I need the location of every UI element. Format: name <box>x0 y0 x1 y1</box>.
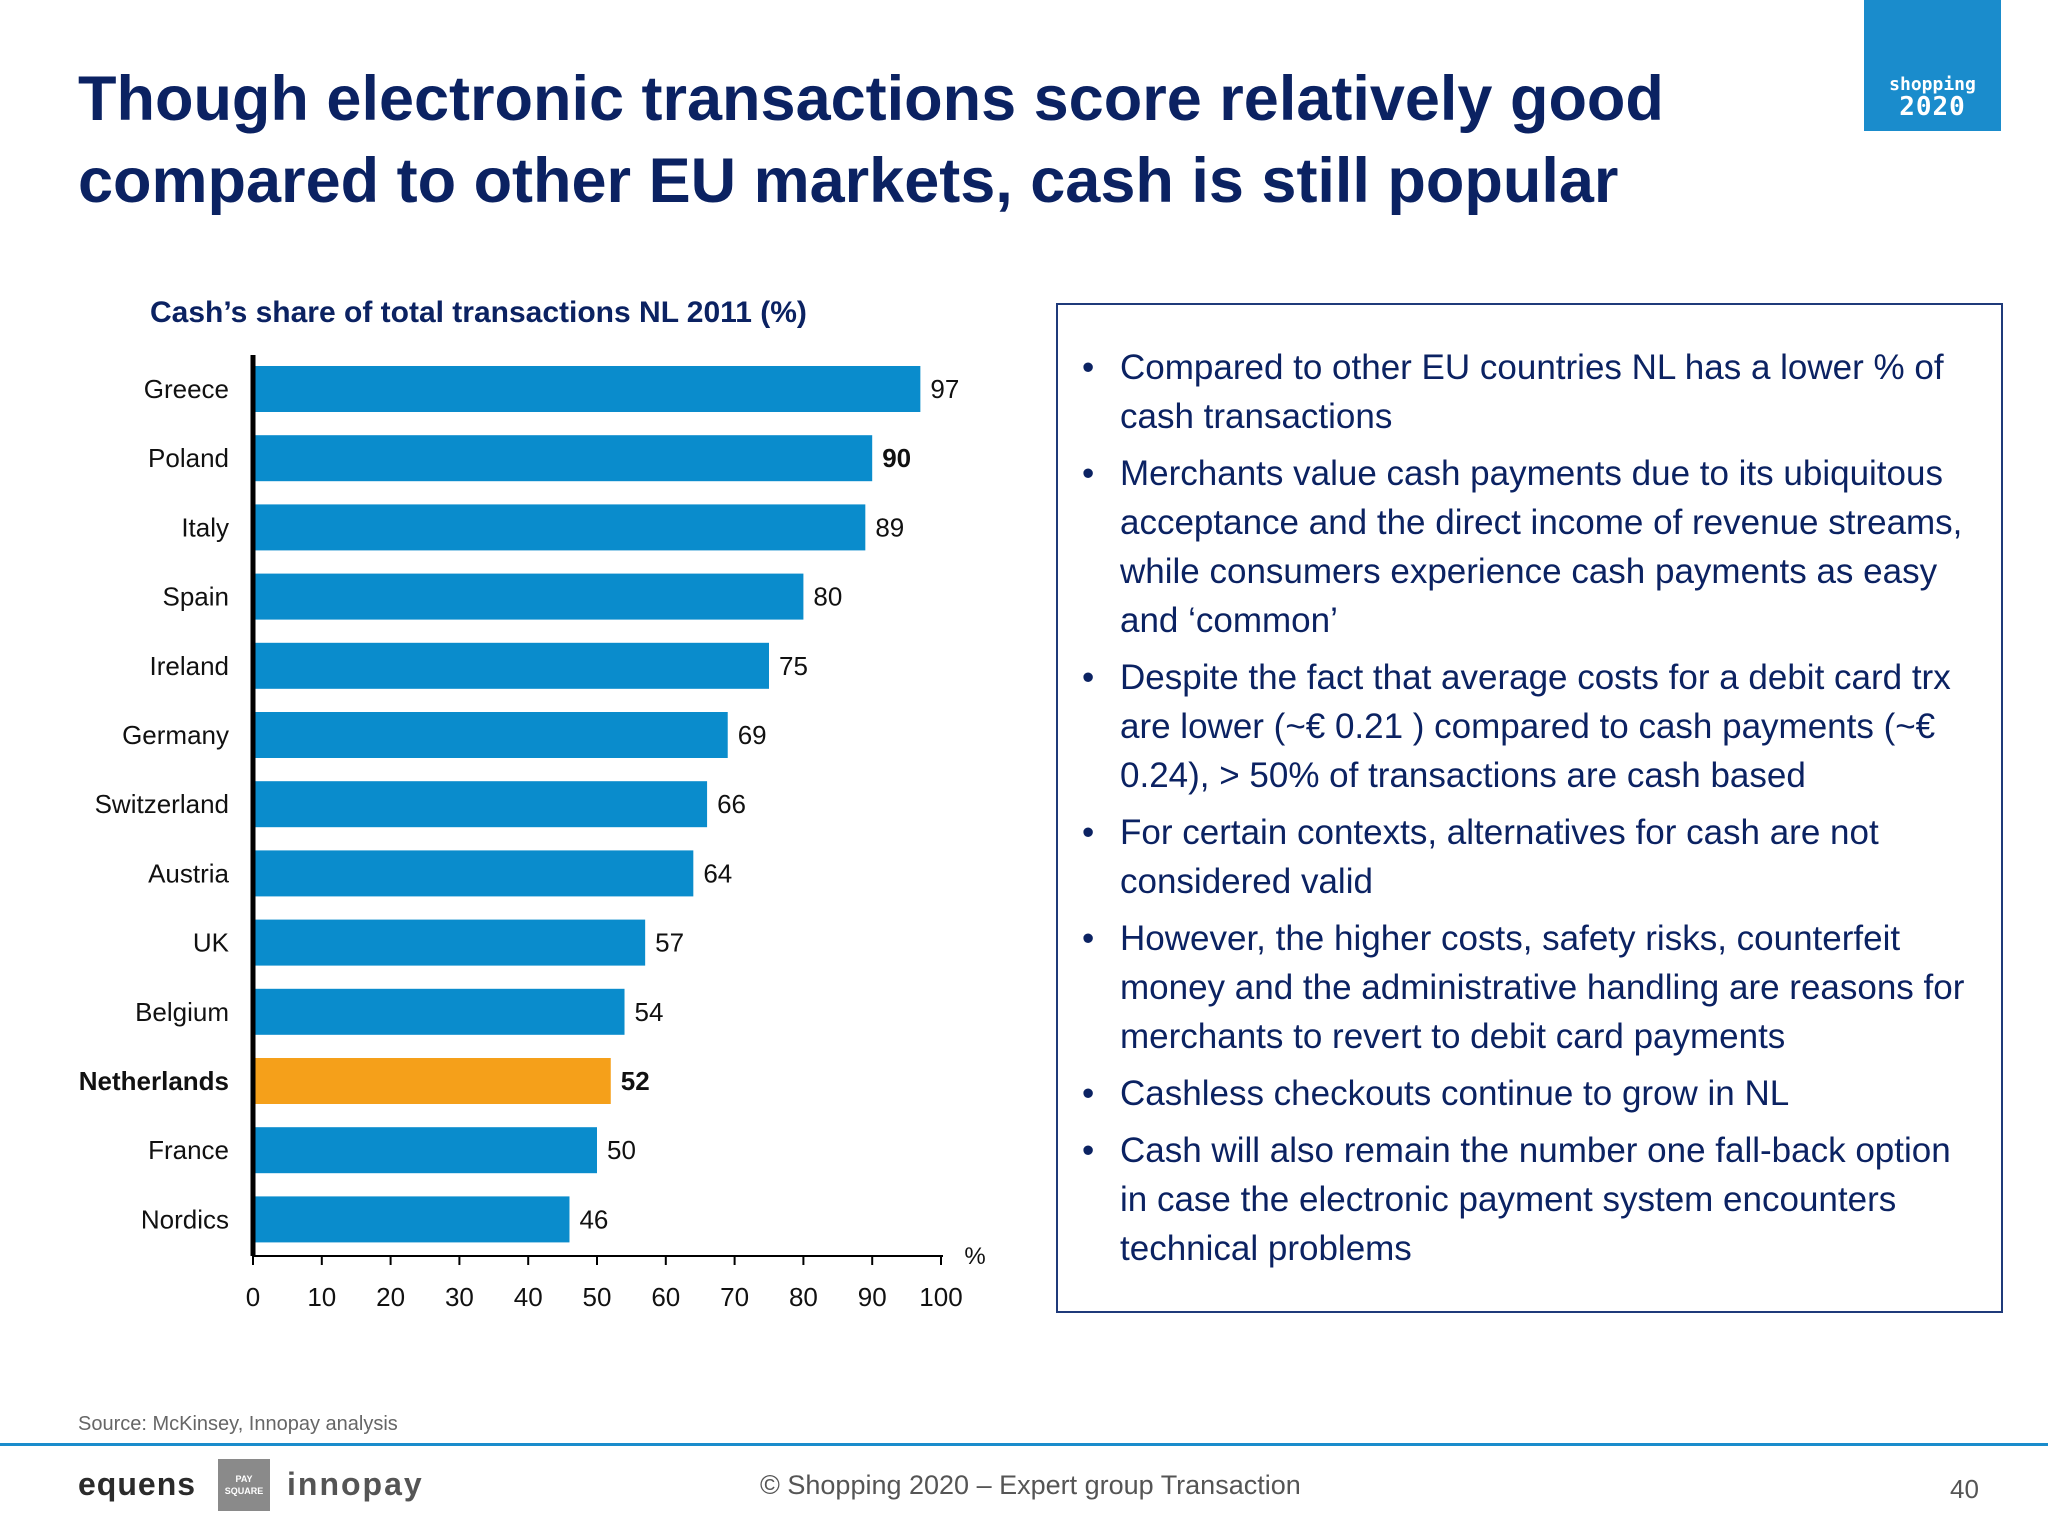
category-label: UK <box>193 928 230 958</box>
bar <box>255 642 769 689</box>
bullet-text: Despite the fact that average costs for … <box>1120 658 1951 795</box>
bar-chart: Greece 97 Poland 90 Italy 89 Spain 80 Ireland 75 G… <box>79 355 986 1312</box>
value-label: 89 <box>875 512 904 542</box>
bullet-dot-icon: • <box>1082 658 1095 697</box>
logo-text-bottom: 2020 <box>1899 92 1966 122</box>
bar <box>255 1058 611 1104</box>
bullet-dot-icon: • <box>1082 1131 1095 1170</box>
x-tick-label: 20 <box>376 1282 405 1312</box>
category-label: Switzerland <box>95 789 229 819</box>
bar <box>255 988 625 1035</box>
source-note: Source: McKinsey, Innopay analysis <box>78 1413 398 1435</box>
category-label: Italy <box>181 512 229 542</box>
value-label: 69 <box>738 720 767 750</box>
bullet-item: • Compared to other EU countries NL has a… <box>1058 343 1981 441</box>
bullet-text: Merchants value cash payments due to its… <box>1120 454 1963 640</box>
paysquare-logo: PAY SQUARE <box>218 1459 270 1511</box>
bullet-dot-icon: • <box>1082 813 1095 852</box>
category-label: Ireland <box>150 651 230 681</box>
bar <box>255 712 728 758</box>
x-tick-label: 10 <box>307 1282 336 1312</box>
x-tick-label: 100 <box>919 1282 962 1312</box>
innopay-logo: innopay <box>287 1466 424 1502</box>
bar <box>255 435 873 482</box>
bar <box>255 919 646 966</box>
bullet-text: However, the higher costs, safety risks,… <box>1120 919 1965 1056</box>
category-label: Spain <box>163 582 230 612</box>
bullet-item: • Cashless checkouts continue to grow in … <box>1058 1069 1981 1118</box>
footer-copyright: © Shopping 2020 – Expert group Transacti… <box>760 1470 1301 1500</box>
bar <box>255 366 921 412</box>
bullet-dot-icon: • <box>1082 1074 1095 1113</box>
shopping-2020-logo: shopping 2020 <box>1864 0 2001 131</box>
bullet-text: Cash will also remain the number one fal… <box>1120 1131 1951 1268</box>
bar <box>255 781 708 828</box>
category-label: Germany <box>122 720 229 750</box>
x-tick-label: 90 <box>858 1282 887 1312</box>
key-findings-box: • Compared to other EU countries NL has a… <box>1056 303 2003 1313</box>
x-axis-unit-label: % <box>964 1243 985 1270</box>
bullet-dot-icon: • <box>1082 348 1095 387</box>
bar <box>255 1127 597 1174</box>
bullet-item: • For certain contexts, alternatives for … <box>1058 808 1981 906</box>
value-label: 54 <box>635 997 664 1027</box>
bullet-list: • Compared to other EU countries NL has a… <box>1058 305 2001 1273</box>
bar <box>255 573 804 620</box>
page-number: 40 <box>1950 1474 1979 1504</box>
value-label: 80 <box>813 582 842 612</box>
x-tick-label: 60 <box>651 1282 680 1312</box>
bullet-item: • Despite the fact that average costs for… <box>1058 653 1981 800</box>
x-tick-label: 30 <box>445 1282 474 1312</box>
slide-title: Though electronic transactions score rel… <box>78 64 1664 216</box>
x-tick-label: 0 <box>246 1282 260 1312</box>
category-label: France <box>148 1135 229 1165</box>
bullet-text: Cashless checkouts continue to grow in N… <box>1120 1074 1790 1113</box>
bullet-dot-icon: • <box>1082 919 1095 958</box>
chart-title: Cash’s share of total transactions NL 20… <box>150 296 807 329</box>
footer-divider <box>0 1443 2048 1446</box>
value-label: 97 <box>930 374 959 404</box>
x-tick-label: 80 <box>789 1282 818 1312</box>
bullet-item: • However, the higher costs, safety risks… <box>1058 914 1981 1061</box>
x-tick-label: 40 <box>514 1282 543 1312</box>
value-label: 66 <box>717 789 746 819</box>
bar <box>255 1196 570 1243</box>
bullet-item: • Cash will also remain the number one fa… <box>1058 1126 1981 1273</box>
bullet-item: • Merchants value cash payments due to it… <box>1058 449 1981 645</box>
category-label: Austria <box>148 858 229 888</box>
value-label: 50 <box>607 1135 636 1165</box>
equens-logo: equens <box>78 1466 197 1502</box>
value-label: 46 <box>579 1204 608 1234</box>
x-tick-label: 70 <box>720 1282 749 1312</box>
value-label: 75 <box>779 651 808 681</box>
value-label: 64 <box>703 858 732 888</box>
bullet-text: Compared to other EU countries NL has a … <box>1120 348 1944 436</box>
category-label: Greece <box>144 374 229 404</box>
value-label: 57 <box>655 928 684 958</box>
logo-text-top: shopping <box>1889 74 1976 95</box>
bullet-text: For certain contexts, alternatives for c… <box>1120 813 1879 901</box>
category-label: Netherlands <box>79 1066 229 1096</box>
category-label: Belgium <box>135 997 229 1027</box>
category-label: Poland <box>148 443 229 473</box>
value-label: 90 <box>882 443 911 473</box>
bullet-dot-icon: • <box>1082 454 1095 493</box>
category-label: Nordics <box>141 1204 229 1234</box>
bar <box>255 504 866 551</box>
bar <box>255 850 694 897</box>
value-label: 52 <box>621 1066 650 1096</box>
x-tick-label: 50 <box>583 1282 612 1312</box>
